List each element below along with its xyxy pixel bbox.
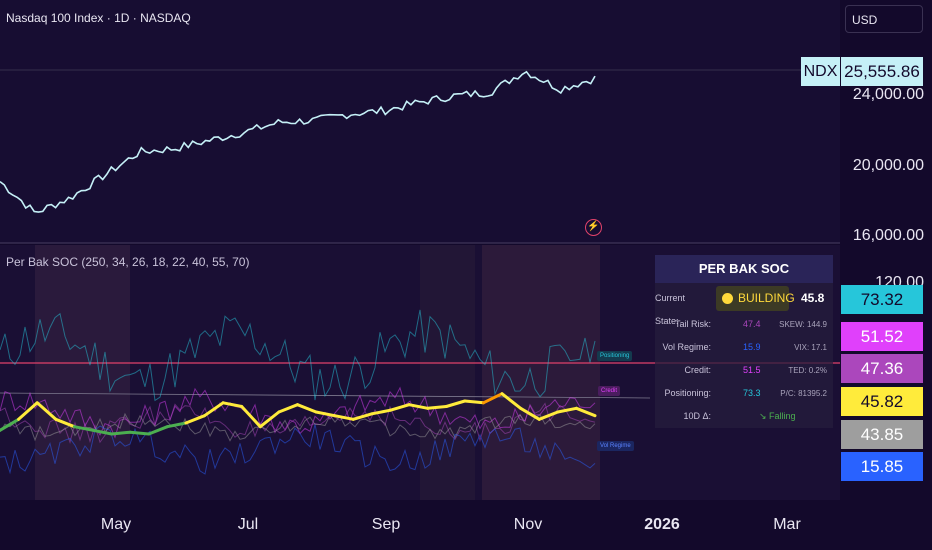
soc-segment xyxy=(500,392,523,410)
soc-segment xyxy=(444,399,467,408)
soc-segment xyxy=(463,399,485,405)
current-state-row: Current State: xyxy=(655,287,833,326)
symbol-title: Nasdaq 100 Index · 1D · NASDAQ xyxy=(6,11,191,25)
soc-segment xyxy=(54,417,76,429)
soc-series-line xyxy=(0,392,597,436)
soc-segment xyxy=(296,403,318,414)
soc-segment xyxy=(110,430,132,436)
soc-segment xyxy=(426,405,448,410)
metric-row: Credit: 51.5 TED: 0.2% xyxy=(655,359,833,382)
metric-value: 51.5 xyxy=(743,365,761,375)
metric-label: Vol Regime: xyxy=(662,342,711,352)
metric-value: 73.3 xyxy=(743,388,761,398)
panel-title: PER BAK SOC xyxy=(655,255,833,283)
metric-label: Positioning: xyxy=(664,388,711,398)
value-badge: 73.32 xyxy=(841,285,923,314)
metric-aux: TED: 0.2% xyxy=(788,366,827,375)
metric-label: Credit: xyxy=(684,365,711,375)
soc-segment xyxy=(165,421,188,429)
soc-segment xyxy=(519,406,541,421)
regime-band xyxy=(35,245,130,500)
current-state-label: Current State: xyxy=(655,293,686,326)
soc-segment xyxy=(556,406,578,414)
delta-label: 10D Δ: xyxy=(683,411,711,421)
regime-band xyxy=(482,245,600,500)
state-text: BUILDING xyxy=(738,291,795,305)
soc-segment xyxy=(258,410,281,429)
soc-segment xyxy=(203,401,225,418)
tail-risk-line xyxy=(0,402,596,445)
metric-label: Tail Risk: xyxy=(674,319,711,329)
value-badge: 45.82 xyxy=(841,387,923,416)
vol-regime-line-label: Vol Regime xyxy=(597,441,634,451)
metric-aux: VIX: 17.1 xyxy=(794,343,827,352)
state-badge: BUILDING xyxy=(716,286,795,311)
value-badge: 43.85 xyxy=(841,420,923,449)
metric-row: Tail Risk: 47.4 SKEW: 144.9 xyxy=(655,313,833,336)
regime-band xyxy=(420,245,475,500)
price-series-line xyxy=(0,70,596,213)
time-tick: Mar xyxy=(773,516,801,533)
value-badge: 47.36 xyxy=(841,354,923,383)
soc-segment xyxy=(128,430,151,436)
skew-line xyxy=(0,412,596,442)
state-dot-icon xyxy=(722,293,733,304)
soc-status-panel: PER BAK SOC Current State: BUILDING 45.8… xyxy=(655,255,833,428)
indicator-title[interactable]: Per Bak SOC (250, 34, 26, 18, 22, 40, 55… xyxy=(6,255,250,269)
credit-line-label: Credit xyxy=(598,386,621,396)
soc-segment xyxy=(277,403,299,414)
soc-segment xyxy=(72,425,95,432)
soc-segment xyxy=(184,414,206,425)
soc-segment xyxy=(389,403,411,412)
metric-aux: P/C: 81395.2 xyxy=(780,389,827,398)
soc-segment xyxy=(351,412,374,421)
value-badge: 51.52 xyxy=(841,322,923,351)
delta-row: 10D Δ: ↘ Falling xyxy=(655,405,833,428)
metric-row: Vol Regime: 15.9 VIX: 17.1 xyxy=(655,336,833,359)
soc-segment xyxy=(147,425,169,436)
soc-segment xyxy=(91,428,114,436)
soc-segment xyxy=(35,401,58,421)
currency-selector[interactable]: USD xyxy=(845,5,923,33)
value-badge: 15.85 xyxy=(841,452,923,481)
vol-regime-line xyxy=(0,424,596,475)
last-price-badge: 25,555.86 xyxy=(841,57,923,86)
metric-value: 15.9 xyxy=(743,342,761,352)
metric-value: 47.4 xyxy=(743,319,761,329)
positioning-line xyxy=(0,309,596,402)
time-tick: Jul xyxy=(237,516,259,533)
soc-segment xyxy=(481,392,504,405)
time-tick: 2026 xyxy=(644,516,680,533)
soc-segment xyxy=(240,405,262,429)
metric-row: Positioning: 73.3 P/C: 81395.2 xyxy=(655,382,833,405)
price-tick: 20,000.00 xyxy=(852,157,924,174)
state-value: 45.8 xyxy=(801,291,825,305)
alert-bolt-icon[interactable]: ⚡ xyxy=(585,219,602,236)
price-tick: 24,000.00 xyxy=(852,86,924,103)
delta-value: ↘ Falling xyxy=(759,411,796,421)
positioning-line-label: Positioning xyxy=(597,351,633,361)
soc-segment xyxy=(370,408,392,416)
time-tick: Nov xyxy=(513,516,543,533)
symbol-tag: NDX xyxy=(801,57,840,86)
time-tick: Sep xyxy=(371,516,401,533)
soc-segment xyxy=(574,406,597,418)
price-tick: 16,000.00 xyxy=(852,227,924,244)
time-tick: May xyxy=(100,516,132,533)
soc-segment xyxy=(537,410,560,421)
component-lines xyxy=(0,309,596,475)
soc-segment xyxy=(221,401,244,408)
soc-segment xyxy=(17,401,39,421)
soc-segment xyxy=(407,403,430,410)
regime-band xyxy=(0,0,840,243)
metric-aux: SKEW: 144.9 xyxy=(779,320,827,329)
soc-segment xyxy=(314,410,337,418)
soc-segment xyxy=(333,414,355,421)
soc-segment xyxy=(0,417,21,432)
